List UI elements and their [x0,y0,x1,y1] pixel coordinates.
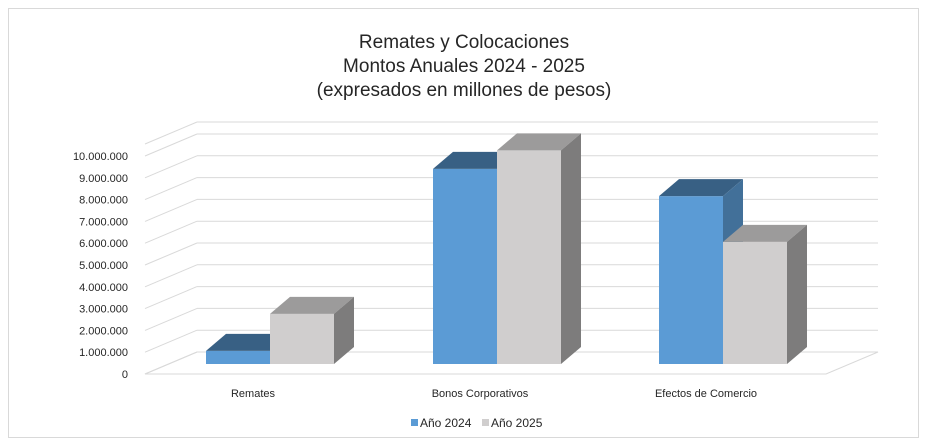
y-tick-label: 1.000.000 [79,347,128,359]
legend-label: Año 2024 [420,416,472,430]
gridline-side [144,198,198,222]
gridline-side [144,220,198,244]
chart-side-wall [145,122,197,374]
gridline-side [144,121,198,145]
y-tick-label: 6.000.000 [79,238,128,250]
gridline-side [144,329,198,353]
y-tick-label: 4.000.000 [79,282,128,294]
bar-side [561,133,581,364]
bar-side [334,296,354,364]
bar-top [723,224,807,242]
x-tick-label: Remates [231,388,276,400]
y-tick-label: 5.000.000 [79,260,128,272]
chart-floor [144,351,879,375]
y-tick-label: 2.000.000 [79,325,128,337]
gridline-side [144,264,198,288]
bar-front [723,241,787,364]
y-tick-label: 10.000.000 [73,151,128,163]
bar-top [659,179,743,197]
legend-label: Año 2025 [491,416,543,430]
bar-top [270,296,354,314]
chart-title-line-3: (expresados en millones de pesos) [316,80,612,101]
bar-front [659,196,723,364]
bar-side [787,224,807,364]
x-tick-label: Efectos de Comercio [655,388,757,400]
chart-title-line-1: Remates y Colocaciones [358,32,570,53]
gridline-side [144,155,198,179]
y-tick-label: 0 [122,369,128,381]
bar-top [206,333,290,351]
y-tick-label: 8.000.000 [79,195,128,207]
x-tick-label: Bonos Corporativos [432,388,529,400]
gridline-side [144,133,198,157]
bar-front [270,313,334,364]
bar-top [497,133,581,151]
y-tick-label: 3.000.000 [79,304,128,316]
gridline-side [144,177,198,201]
legend-swatch [411,419,418,426]
bar-top [433,151,517,169]
bar-front [497,150,561,364]
y-tick-label: 9.000.000 [79,173,128,185]
y-tick-label: 7.000.000 [79,216,128,228]
gridline-side [144,286,198,310]
gridline-side [144,242,198,266]
bar-front [206,350,270,364]
bar-front [433,168,497,364]
chart-title-line-2: Montos Anuales 2024 - 2025 [343,56,585,77]
legend-swatch [482,419,489,426]
gridline-side [144,307,198,331]
